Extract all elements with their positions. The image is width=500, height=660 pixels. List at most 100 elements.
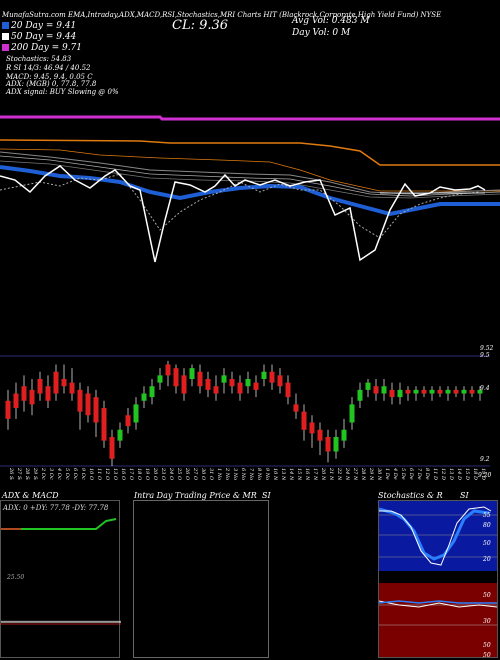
stochastics-panel: 55 80 50 20 50 30 50 50: [378, 500, 498, 659]
adx-panel-title: ADX & MACD: [2, 491, 59, 500]
close-price: CL: 9.36: [172, 18, 229, 33]
stoch-level-label-1: 55: [483, 512, 491, 519]
candle-body: [461, 389, 467, 394]
candle-body: [237, 382, 243, 394]
candle-body: [381, 386, 387, 394]
date-tick-label: 27 Sep: [16, 467, 22, 480]
ema-gray-line-1: [0, 151, 500, 195]
date-tick-label: 11 Oct: [96, 468, 102, 480]
candle-body: [325, 437, 331, 452]
date-tick-label: 24 Nov: [344, 467, 350, 480]
candle-body: [109, 437, 115, 459]
adx-signal-readout: ADX signal: BUY Slowing @ 0%: [6, 88, 119, 96]
candle-body: [293, 404, 299, 412]
legend-ema20: 20 Day = 9.41: [2, 21, 76, 32]
orange-line: [0, 139, 500, 166]
candle-body: [285, 382, 291, 398]
rsi-level-label-3: 50: [483, 642, 491, 649]
candle-body: [413, 389, 419, 394]
legend-ema50-label: 50 Day = 9.44: [11, 32, 77, 42]
date-tick-label: 12 Dec: [440, 468, 446, 480]
stoch-panel-right: SI: [460, 491, 469, 500]
date-tick-label: 8 Dec: [424, 468, 430, 480]
date-tick-label: 2 Oct: [40, 467, 46, 480]
candle-body: [341, 429, 347, 441]
stochastics-readout: Stochastics: 54.83: [6, 55, 72, 63]
date-tick-label: 27 Oct: [192, 467, 198, 480]
rsi-white-line: [379, 600, 498, 608]
adx-green-line: [1, 518, 117, 530]
candle-body: [37, 379, 43, 394]
candle-body: [245, 379, 251, 387]
candle-body: [365, 382, 371, 390]
candle-body: [261, 371, 267, 379]
date-axis: 26 Sep 27 Sep 28 Sep 29 Sep 2 Oct 3 Oct 4 Oct 5…: [8, 467, 486, 480]
candle-body: [13, 393, 19, 408]
date-tick-label: 13 Oct: [112, 468, 118, 480]
rsi-level-label-1: 50: [483, 592, 491, 599]
candle-body: [229, 379, 235, 387]
date-tick-label: 13 Dec: [448, 468, 454, 480]
ema-chart: [0, 115, 500, 263]
orange-band-line: [0, 148, 500, 192]
stoch-blue-line: [379, 507, 490, 561]
date-tick-label: 3 Nov: [232, 468, 238, 480]
ema20-line: [0, 165, 500, 217]
candle-body: [205, 379, 211, 390]
candle-body: [77, 389, 83, 412]
date-tick-label: 18 Dec: [472, 468, 478, 480]
date-tick-label: 31 Oct: [208, 468, 214, 480]
date-tick-label: 28 Nov: [360, 467, 366, 480]
stoch-panel-title: Stochastics & R: [378, 491, 443, 500]
date-tick-label: 11 Dec: [432, 468, 438, 480]
stoch-level-label-3: 50: [483, 540, 491, 547]
date-tick-label: 9 Oct: [80, 468, 86, 480]
avg-volume: Avg Vol: 0.483 M: [292, 16, 370, 26]
candle-body: [197, 371, 203, 387]
date-tick-label: 22 Nov: [336, 467, 342, 480]
ema200-line: [0, 115, 500, 121]
legend-ema200-label: 200 Day = 9.71: [11, 43, 83, 53]
date-tick-label: 16 Oct: [120, 468, 126, 480]
candle-body: [53, 371, 59, 394]
date-tick-label: 7 Dec: [416, 468, 422, 480]
candle-body: [317, 429, 323, 441]
candle-body: [5, 400, 11, 419]
candle-body: [221, 375, 227, 383]
candle-body: [349, 404, 355, 423]
adx-values: ADX: 0 +DY: 77.78 -DY: 77.78: [3, 504, 109, 512]
candle-body: [141, 393, 147, 401]
candle-body: [357, 389, 363, 401]
candle-body: [453, 389, 459, 394]
ema20-swatch-icon: [2, 22, 9, 29]
adx-readout: ADX: (MGB) 0, 77.8, 77.8: [6, 80, 97, 88]
date-tick-label: 29 Sep: [32, 467, 38, 480]
candle-body: [149, 386, 155, 398]
candle-body: [373, 386, 379, 394]
price-label-top: 9.52: [480, 345, 494, 352]
candle-body: [181, 375, 187, 394]
date-tick-label: 14 Dec: [456, 468, 462, 480]
candle-body: [397, 389, 403, 398]
date-tick-label: 2 Nov: [224, 467, 230, 480]
date-tick-label: 16 Nov: [304, 468, 310, 480]
adx-scale: 25.50: [7, 574, 25, 581]
candles-group: [5, 360, 483, 466]
date-tick-label: 19 Oct: [144, 468, 150, 480]
stoch-white-line: [379, 506, 492, 566]
date-tick-label: 24 Oct: [168, 467, 174, 480]
date-tick-label: 28 Sep: [24, 467, 30, 480]
candle-body: [69, 382, 75, 394]
candle-body: [29, 389, 35, 405]
date-tick-label: 5 Oct: [64, 468, 70, 480]
ema200-swatch-icon: [2, 44, 9, 51]
stoch-level-label-4: 20: [483, 556, 491, 563]
date-tick-label: 13 Nov: [280, 468, 286, 480]
candle-body: [421, 389, 427, 394]
rsi-level-label-2: 30: [483, 618, 491, 625]
candle-body: [301, 411, 307, 430]
date-tick-label: 9 Nov: [264, 468, 270, 480]
date-tick-label: 1 Dec: [384, 468, 390, 480]
candle-body: [157, 375, 163, 383]
date-tick-label: 20 Oct: [152, 467, 158, 480]
